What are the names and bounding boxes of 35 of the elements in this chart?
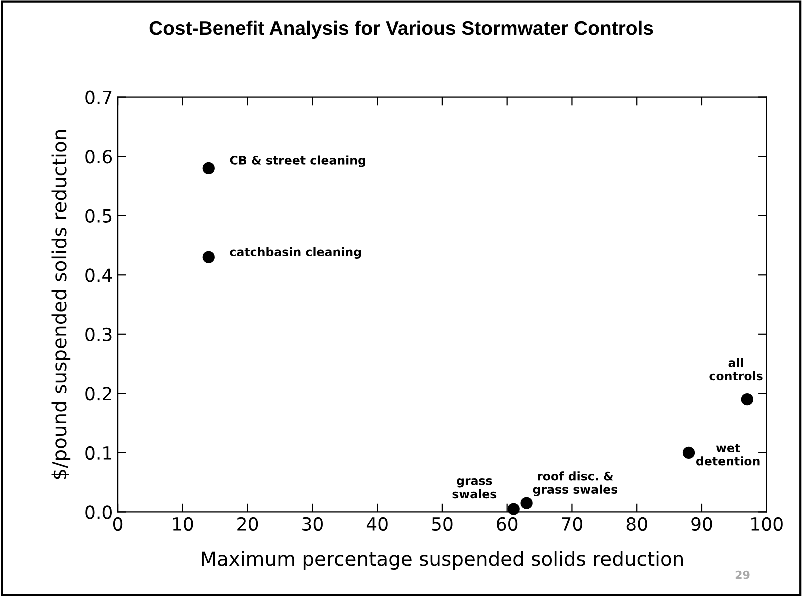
annotation: catchbasin cleaning xyxy=(230,247,362,259)
y-tick-label: 0.1 xyxy=(86,446,112,460)
annotation: CB & street cleaning xyxy=(230,156,366,168)
point xyxy=(682,446,696,460)
point xyxy=(508,503,520,516)
y-tick-label: 0.4 xyxy=(86,268,112,282)
x-tick-label: 60 xyxy=(497,517,518,532)
point xyxy=(202,251,215,264)
x-tick-label: 10 xyxy=(173,517,194,532)
point xyxy=(520,497,533,510)
x-tick-label: 20 xyxy=(238,517,258,532)
x-tick-label: 40 xyxy=(366,517,388,532)
x-tick-label: 30 xyxy=(302,517,323,532)
y-axis-title: $/pound suspended solids reduction xyxy=(52,130,71,480)
annotation: roof disc. & grass swales xyxy=(533,472,618,496)
text: 29 xyxy=(736,570,750,580)
x-tick-label: 90 xyxy=(692,517,712,532)
y-tick-label: 0.5 xyxy=(86,209,112,223)
x-tick-label: 0 xyxy=(113,517,123,532)
y-tick-label: 0.3 xyxy=(86,328,112,342)
y-tick-label: 0.2 xyxy=(86,387,112,401)
point xyxy=(741,394,754,406)
y-tick-label: 0.0 xyxy=(86,506,112,520)
x-tick-label: 80 xyxy=(626,517,648,532)
y-tick-label: 0.7 xyxy=(86,90,112,104)
point xyxy=(202,162,215,175)
x-tick-label: 70 xyxy=(562,517,583,532)
chart-title: Cost-Benefit Analysis for Various Stormwater Controls xyxy=(150,20,654,40)
annotation: all controls xyxy=(710,358,763,381)
annotation: wet detention xyxy=(696,444,760,466)
x-axis-title: Maximum percentage suspended solids reduction xyxy=(202,551,684,570)
y-tick-label: 0.6 xyxy=(86,150,112,164)
x-tick-label: 100 xyxy=(752,517,783,532)
x-tick-label: 50 xyxy=(432,517,453,532)
annotation: grass swales xyxy=(452,478,497,499)
